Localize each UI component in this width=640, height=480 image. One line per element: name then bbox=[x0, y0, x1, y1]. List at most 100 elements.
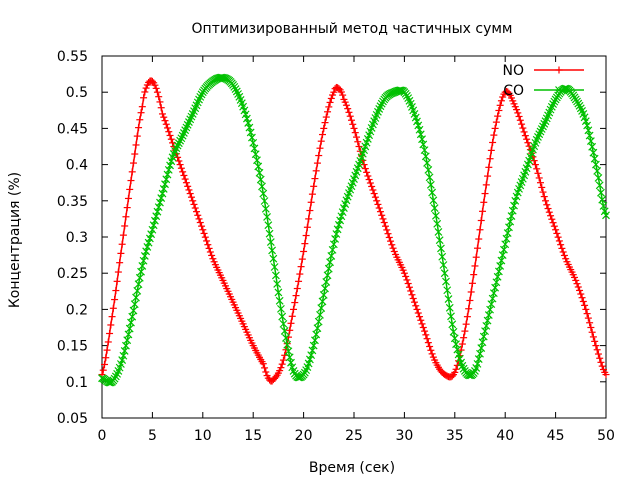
data-point-co bbox=[331, 235, 340, 243]
data-point-no bbox=[581, 301, 589, 309]
data-point-co bbox=[125, 324, 134, 333]
data-point-no bbox=[321, 119, 329, 127]
x-tick-label: 25 bbox=[345, 428, 363, 444]
data-point-no bbox=[305, 215, 313, 223]
data-point-no bbox=[481, 190, 489, 198]
data-point-co bbox=[583, 121, 592, 130]
data-point-co bbox=[311, 336, 319, 345]
y-tick-label: 0.55 bbox=[57, 49, 88, 65]
data-point-no bbox=[479, 207, 487, 215]
data-point-co bbox=[128, 312, 137, 321]
data-point-co bbox=[164, 165, 173, 174]
data-point-no bbox=[473, 244, 481, 252]
data-point-co bbox=[469, 369, 478, 377]
data-point-no bbox=[492, 118, 500, 126]
data-point-no bbox=[465, 305, 473, 313]
data-point-no bbox=[113, 277, 121, 285]
data-point-no bbox=[195, 215, 203, 223]
data-point-no bbox=[582, 305, 590, 313]
data-point-no bbox=[311, 175, 319, 183]
data-point-no bbox=[375, 204, 383, 212]
data-point-no bbox=[523, 135, 531, 143]
data-point-no bbox=[109, 304, 117, 312]
data-point-co bbox=[161, 180, 169, 189]
data-point-no bbox=[533, 165, 541, 173]
data-point-no bbox=[319, 131, 326, 139]
data-point-no bbox=[141, 88, 149, 96]
data-point-co bbox=[473, 359, 482, 368]
data-point-co bbox=[561, 84, 570, 93]
data-point-no bbox=[276, 367, 284, 375]
data-point-no bbox=[190, 200, 198, 208]
data-point-no bbox=[543, 201, 551, 209]
data-point-co bbox=[124, 330, 133, 339]
data-point-co bbox=[230, 82, 239, 91]
data-point-co bbox=[150, 216, 159, 225]
data-point-no bbox=[155, 93, 163, 101]
x-tick-label: 35 bbox=[446, 428, 464, 444]
data-point-no bbox=[369, 186, 377, 194]
data-point-no bbox=[380, 219, 388, 227]
data-point-no bbox=[544, 205, 552, 213]
data-point-no bbox=[518, 120, 526, 128]
data-point-no bbox=[587, 324, 595, 331]
data-point-no bbox=[302, 232, 310, 240]
data-point-no bbox=[490, 131, 498, 139]
data-point-no bbox=[198, 222, 206, 230]
data-point-co bbox=[314, 317, 323, 326]
data-point-co bbox=[589, 148, 598, 157]
data-point-no bbox=[410, 298, 418, 306]
data-point-no bbox=[422, 331, 430, 339]
data-point-no bbox=[187, 193, 195, 201]
data-point-no bbox=[602, 371, 610, 379]
data-point-no bbox=[448, 372, 456, 380]
data-point-co bbox=[251, 150, 260, 159]
data-point-no bbox=[452, 365, 460, 373]
data-point-no bbox=[104, 338, 112, 346]
data-point-co bbox=[263, 213, 271, 221]
data-point-no bbox=[509, 97, 517, 105]
data-point-no bbox=[160, 113, 168, 121]
data-point-co bbox=[327, 251, 336, 260]
data-point-no bbox=[209, 255, 217, 263]
data-point-no bbox=[383, 226, 391, 234]
data-point-no bbox=[344, 105, 352, 113]
data-point-co bbox=[431, 211, 440, 220]
data-point-co bbox=[265, 229, 274, 238]
chart-title: Оптимизированный метод частичных сумм bbox=[192, 21, 513, 37]
data-point-no bbox=[574, 283, 582, 291]
data-point-co bbox=[143, 243, 152, 251]
data-point-co bbox=[319, 290, 328, 299]
data-point-no bbox=[577, 290, 585, 298]
data-point-co bbox=[308, 346, 317, 355]
data-point-no bbox=[403, 276, 411, 284]
data-point-no bbox=[550, 222, 558, 230]
data-point-no bbox=[589, 333, 597, 341]
data-point-no bbox=[298, 255, 306, 263]
data-point-co bbox=[454, 350, 463, 359]
data-point-co bbox=[149, 221, 158, 230]
data-point-no bbox=[514, 109, 522, 117]
data-point-co bbox=[159, 185, 168, 193]
data-point-no bbox=[152, 84, 160, 92]
data-point-co bbox=[423, 158, 432, 167]
data-point-no bbox=[547, 212, 555, 220]
data-point-co bbox=[273, 280, 282, 288]
data-point-co bbox=[259, 189, 268, 198]
data-point-no bbox=[409, 294, 417, 302]
data-point-no bbox=[408, 291, 416, 299]
data-point-no bbox=[119, 231, 127, 239]
data-point-no bbox=[350, 124, 358, 132]
data-point-no bbox=[345, 108, 353, 116]
data-point-co bbox=[283, 340, 292, 349]
data-point-co bbox=[129, 306, 138, 315]
data-point-no bbox=[558, 244, 566, 252]
x-tick-label: 40 bbox=[496, 428, 514, 444]
data-point-no bbox=[513, 106, 521, 114]
y-tick-label: 0.15 bbox=[57, 339, 88, 355]
y-tick-label: 0.35 bbox=[57, 194, 88, 210]
data-point-no bbox=[480, 198, 488, 206]
data-point-co bbox=[324, 264, 333, 273]
data-point-co bbox=[317, 304, 326, 313]
data-point-no bbox=[200, 229, 208, 237]
